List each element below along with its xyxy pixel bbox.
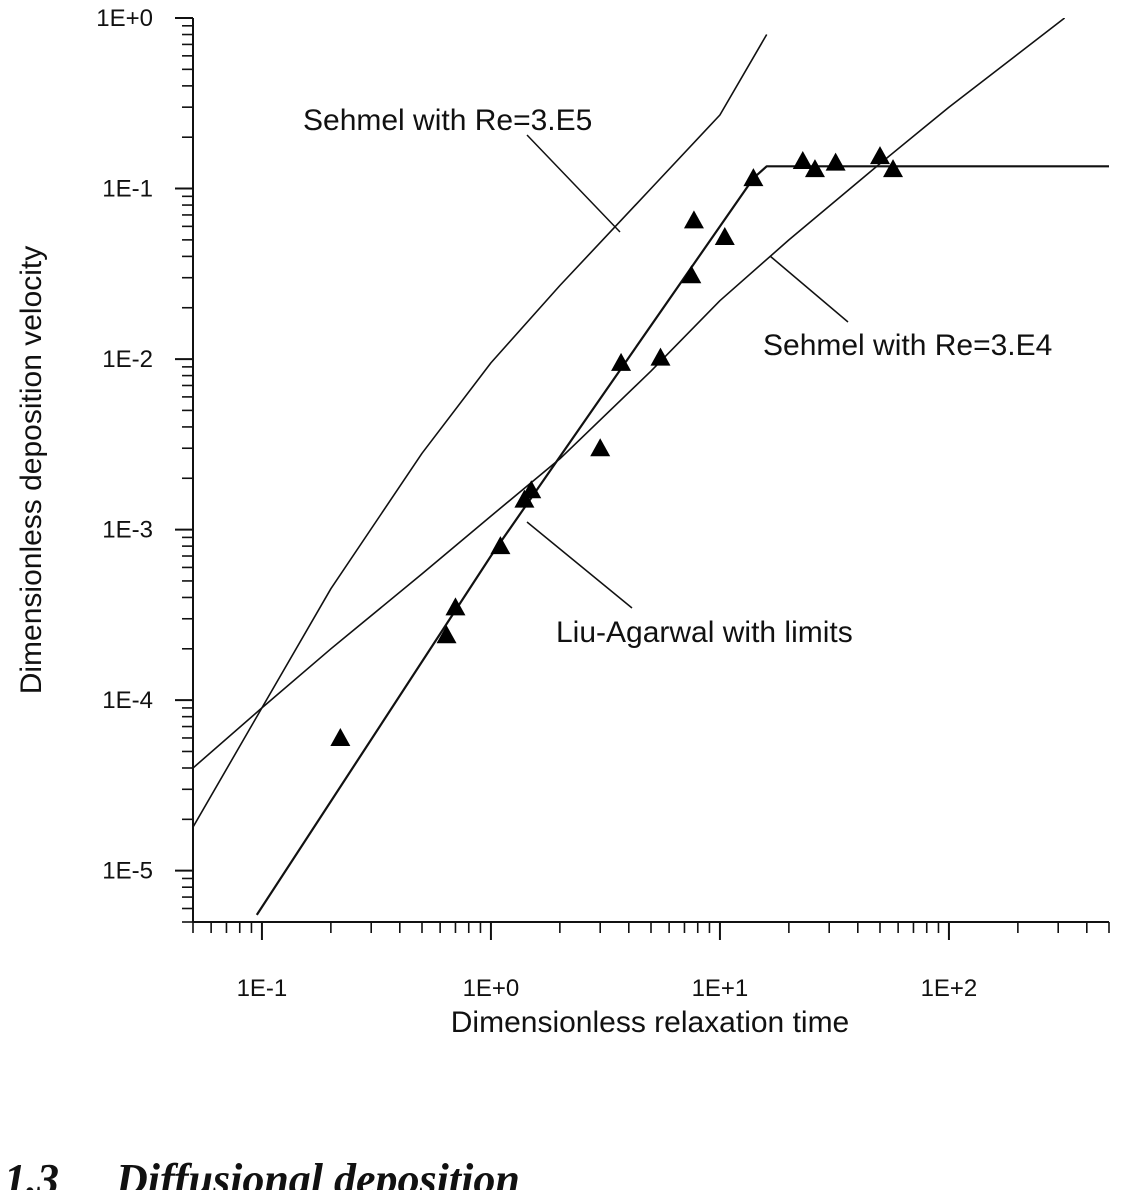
section-heading: 1.3 Diffusional deposition [0, 1150, 1144, 1190]
data-point [445, 597, 466, 616]
deposition-chart: 1E-1 1E+0 1E+1 1E+2 1E+0 1E-1 1E-2 1E-3 1E-4 1E-5… [15, 5, 1110, 1039]
y-tick-label: 1E-3 [102, 517, 153, 544]
y-axis-title: Dimensionless deposition velocity [15, 246, 48, 695]
annotation-leader-re3e4 [769, 255, 849, 323]
data-point [792, 151, 813, 170]
data-point [683, 210, 704, 229]
data-point [825, 152, 846, 171]
x-tick-label: 1E+2 [921, 975, 978, 1002]
curve-liu-agarwal [255, 165, 1109, 916]
data-point [883, 159, 904, 178]
curve-sehmel-re3e5 [193, 34, 768, 828]
section-title: Diffusional deposition [116, 1155, 520, 1190]
data-point [436, 625, 457, 644]
y-tick-label: 1E+0 [96, 5, 153, 32]
section-number: 1.3 [4, 1155, 59, 1190]
annotation-leader-liu [526, 521, 633, 609]
y-tick-label: 1E-4 [102, 687, 153, 714]
ticks-layer [175, 17, 1110, 940]
x-axis-title: Dimensionless relaxation time [451, 1006, 850, 1039]
x-tick-label: 1E+0 [463, 975, 520, 1002]
data-point [490, 536, 511, 555]
annotation-re3e5: Sehmel with Re=3.E5 [303, 104, 592, 137]
annotation-re3e4: Sehmel with Re=3.E4 [763, 329, 1052, 362]
data-point [590, 438, 611, 457]
data-point [521, 480, 542, 499]
data-point [681, 265, 702, 284]
data-point [330, 727, 351, 746]
curve-sehmel-re3e4 [193, 18, 1066, 769]
data-point [514, 489, 535, 508]
y-tick-label: 1E-2 [102, 346, 153, 373]
axes-layer [192, 18, 1109, 923]
data-point [611, 352, 632, 371]
annotation-liu-agarwal: Liu-Agarwal with limits [556, 616, 853, 649]
x-tick-label: 1E+1 [692, 975, 749, 1002]
points-layer [330, 146, 904, 746]
data-point [743, 168, 764, 187]
y-tick-label: 1E-5 [102, 858, 153, 885]
data-point [714, 226, 735, 245]
data-point [650, 347, 671, 366]
tick-labels-layer: 1E-1 1E+0 1E+1 1E+2 1E+0 1E-1 1E-2 1E-3 1E-4 1E-5 [96, 5, 977, 1002]
data-point [870, 146, 890, 165]
y-tick-label: 1E-1 [102, 176, 153, 203]
data-point [804, 159, 825, 178]
annotation-leader-re3e5 [526, 134, 621, 233]
curves-layer [193, 18, 1109, 916]
x-tick-label: 1E-1 [237, 975, 288, 1002]
